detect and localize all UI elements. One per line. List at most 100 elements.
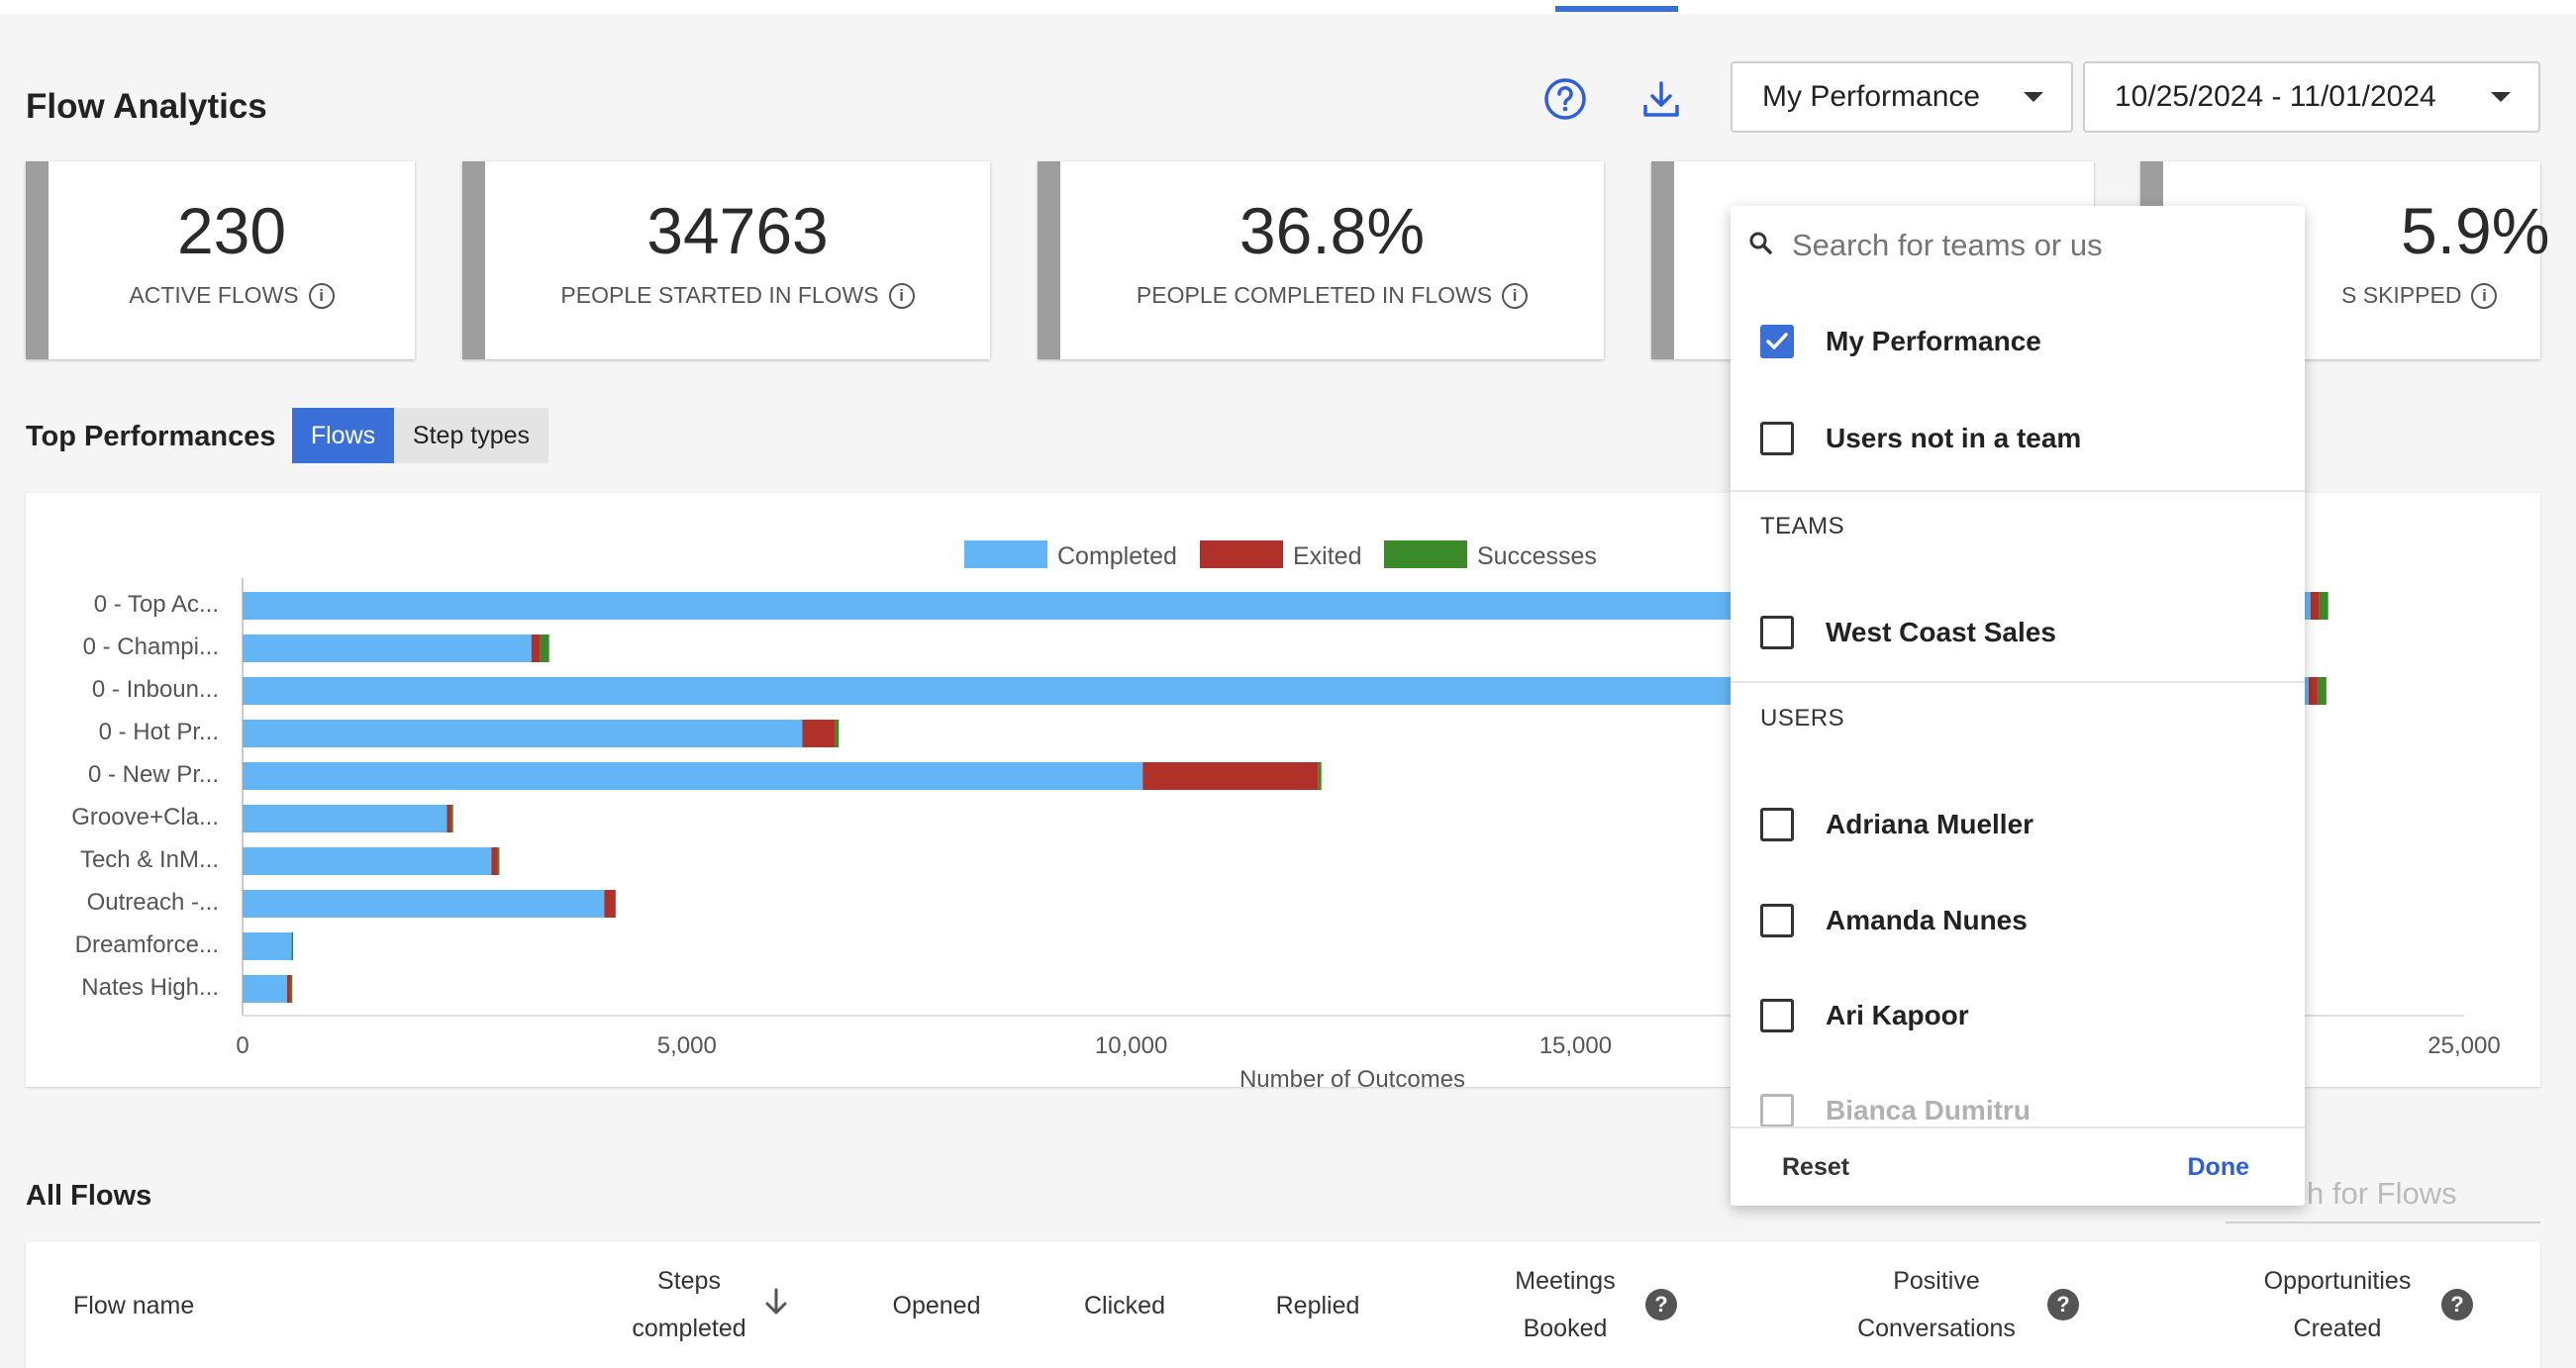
bar-completed[interactable] xyxy=(243,847,492,875)
bar-exited[interactable] xyxy=(2308,677,2318,705)
bar-successes[interactable] xyxy=(450,805,453,832)
done-button[interactable]: Done xyxy=(2187,1152,2250,1181)
bar-exited[interactable] xyxy=(1142,762,1319,790)
category-label: 0 - Champi... xyxy=(83,634,219,660)
tab-step-types[interactable]: Step types xyxy=(394,408,548,463)
legend-swatch xyxy=(964,540,1047,568)
x-tick-label: 15,000 xyxy=(1539,1032,1612,1059)
option-user-bianca-dumitru[interactable]: Bianca Dumitru xyxy=(1760,1094,2031,1127)
col-opportunities-created[interactable]: Opportunities Created xyxy=(2263,1267,2412,1342)
bar-completed[interactable] xyxy=(243,635,532,662)
bar-successes[interactable] xyxy=(290,975,293,1003)
download-icon[interactable] xyxy=(1632,69,1691,129)
col-flow-name[interactable]: Flow name xyxy=(73,1292,195,1319)
stat-value: 34763 xyxy=(646,194,829,267)
option-user-adriana-mueller[interactable]: Adriana Mueller xyxy=(1760,808,2033,841)
bar-successes[interactable] xyxy=(835,720,840,747)
flows-search-input[interactable]: h for Flows xyxy=(2307,1176,2457,1211)
bar-exited[interactable] xyxy=(491,847,498,875)
category-label: Dreamforce... xyxy=(75,931,219,958)
checkbox[interactable] xyxy=(1760,616,1794,649)
checkbox[interactable] xyxy=(1760,1094,1794,1127)
dropdown-search xyxy=(1731,206,2305,285)
option-team-west-coast-sales[interactable]: West Coast Sales xyxy=(1760,616,2056,649)
bar-exited[interactable] xyxy=(531,635,541,662)
bar-exited[interactable] xyxy=(802,720,836,747)
info-icon[interactable]: i xyxy=(1502,282,1529,309)
performance-select-label: My Performance xyxy=(1762,80,1981,113)
arrow-down-icon[interactable] xyxy=(760,1286,792,1322)
option-my-performance[interactable]: My Performance xyxy=(1760,325,2041,358)
legend-swatch xyxy=(1200,540,1283,568)
users-header: USERS xyxy=(1760,705,1845,732)
stat-label: ACTIVE FLOWS xyxy=(129,282,299,308)
col-opened[interactable]: Opened xyxy=(892,1292,981,1319)
info-icon[interactable]: i xyxy=(888,282,915,309)
option-user-amanda-nunes[interactable]: Amanda Nunes xyxy=(1760,904,2028,937)
bar-completed[interactable] xyxy=(243,720,803,747)
category-label: Groove+Cla... xyxy=(71,804,219,831)
bar-completed[interactable] xyxy=(243,762,1143,790)
bar-completed[interactable] xyxy=(243,890,605,918)
question-icon[interactable]: ? xyxy=(1645,1289,1677,1320)
stat-label: PEOPLE COMPLETED IN FLOWS xyxy=(1136,282,1493,308)
bar-successes[interactable] xyxy=(540,635,549,662)
tab-flows[interactable]: Flows xyxy=(292,408,394,463)
stat-value: 36.8% xyxy=(1238,194,1426,267)
info-icon[interactable]: i xyxy=(2471,282,2498,309)
stat-value: 230 xyxy=(176,194,287,267)
search-icon xyxy=(1748,231,1774,261)
reset-button[interactable]: Reset xyxy=(1782,1152,1850,1181)
bar-successes[interactable] xyxy=(615,890,617,918)
checkbox[interactable] xyxy=(1760,422,1794,455)
bar-exited[interactable] xyxy=(604,890,616,918)
col-steps-completed[interactable]: Steps completed xyxy=(632,1267,746,1342)
question-icon[interactable]: ? xyxy=(2047,1289,2079,1320)
category-label: 0 - Top Ac... xyxy=(94,591,219,618)
bar-exited[interactable] xyxy=(446,805,451,832)
bar-successes[interactable] xyxy=(497,847,500,875)
col-positive-conversations[interactable]: Positive Conversations xyxy=(1857,1267,2016,1342)
bar-successes[interactable] xyxy=(291,932,294,960)
col-replied[interactable]: Replied xyxy=(1275,1292,1360,1319)
bar-successes[interactable] xyxy=(1318,762,1322,790)
x-tick-label: 25,000 xyxy=(2427,1032,2500,1059)
checkbox[interactable] xyxy=(1760,904,1794,937)
all-flows-label: All Flows xyxy=(26,1180,152,1212)
performance-select[interactable]: My Performance xyxy=(1731,61,2073,133)
legend-label: Completed xyxy=(1057,542,1177,570)
page-title: Flow Analytics xyxy=(26,87,267,126)
col-clicked[interactable]: Clicked xyxy=(1084,1292,1165,1319)
info-icon[interactable]: i xyxy=(308,282,335,309)
bar-completed[interactable] xyxy=(243,805,447,832)
col-meetings-booked[interactable]: Meetings Booked xyxy=(1515,1267,1616,1342)
bar-successes[interactable] xyxy=(2319,592,2328,620)
team-user-dropdown: My Performance Users not in a team TEAMS… xyxy=(1731,206,2305,1206)
option-label: Amanda Nunes xyxy=(1826,905,2028,935)
stat-card-active-flows: 230 ACTIVE FLOWS i xyxy=(26,161,415,359)
option-users-not-in-team[interactable]: Users not in a team xyxy=(1760,422,2081,455)
dropdown-search-input[interactable] xyxy=(1792,228,2109,263)
flows-table-header: Flow name Steps completed Opened Clicked … xyxy=(26,1242,2540,1368)
bar-exited[interactable] xyxy=(2310,592,2320,620)
help-circle-icon[interactable] xyxy=(1536,69,1595,129)
checkbox[interactable] xyxy=(1760,999,1794,1032)
active-tab-indicator xyxy=(1555,6,1678,12)
legend-label: Exited xyxy=(1293,542,1361,570)
category-label: 0 - Hot Pr... xyxy=(99,719,219,745)
bar-successes[interactable] xyxy=(2317,677,2327,705)
date-range-select[interactable]: 10/25/2024 - 11/01/2024 xyxy=(2083,61,2540,133)
bar-completed[interactable] xyxy=(243,975,287,1003)
stat-label: PEOPLE STARTED IN FLOWS xyxy=(560,282,879,308)
option-user-ari-kapoor[interactable]: Ari Kapoor xyxy=(1760,999,1969,1032)
bar-exited[interactable] xyxy=(286,975,291,1003)
checkbox[interactable] xyxy=(1760,808,1794,841)
checkbox-checked[interactable] xyxy=(1760,325,1794,358)
question-icon[interactable]: ? xyxy=(2441,1289,2473,1320)
category-label: 0 - New Pr... xyxy=(88,761,219,788)
x-tick-label: 0 xyxy=(236,1032,248,1059)
x-tick-label: 10,000 xyxy=(1095,1032,1167,1059)
legend-swatch xyxy=(1384,540,1467,568)
x-tick-label: 5,000 xyxy=(657,1032,717,1059)
bar-completed[interactable] xyxy=(243,932,292,960)
